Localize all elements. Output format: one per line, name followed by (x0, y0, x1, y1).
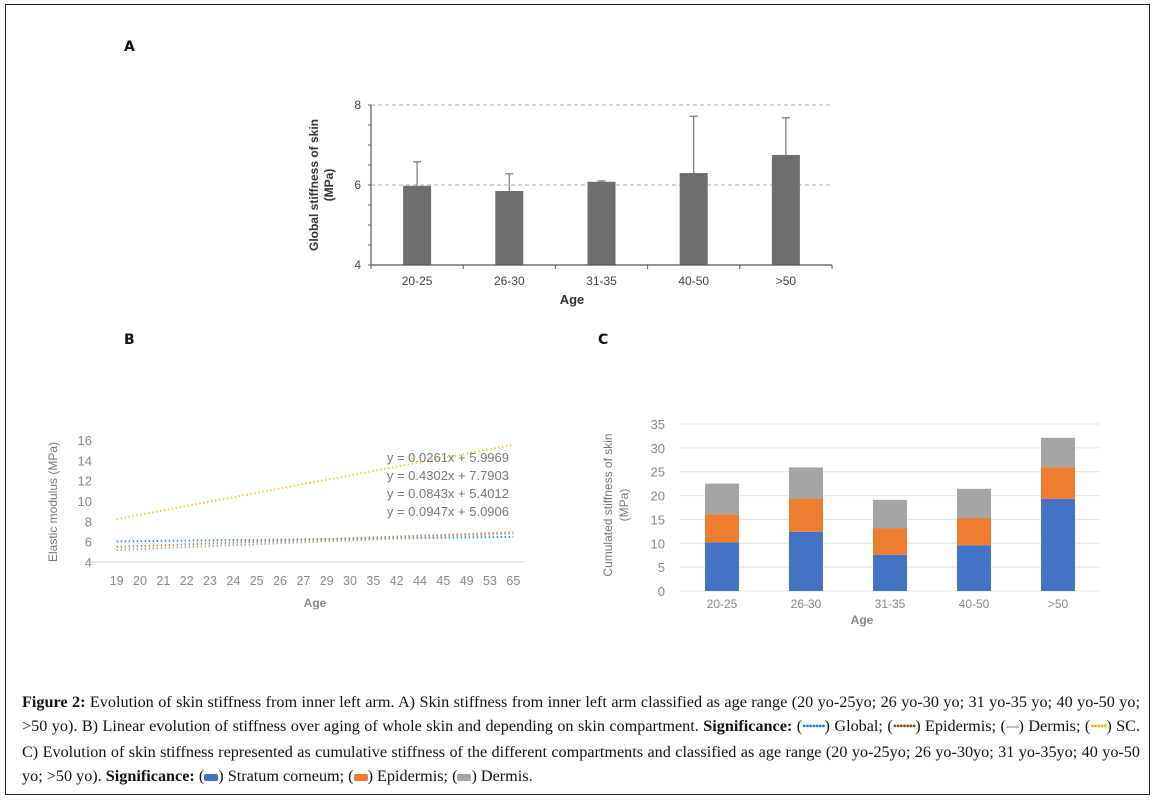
panel-label-c: C (598, 332, 609, 348)
figure-frame (5, 4, 1150, 795)
caption-significance-b: Significance: (703, 717, 793, 735)
legend-sc-line-icon: ••••• (1090, 719, 1107, 733)
legend-epidermis-label: Epidermis; (925, 717, 997, 735)
legend-global-label: Global; (834, 717, 883, 735)
panel-label-b: B (124, 332, 135, 348)
legend-dermis-line-icon: ••••••• (1005, 723, 1020, 732)
legend-global-line-icon: ••••••• (802, 719, 825, 733)
caption-significance-c: Significance: (105, 767, 195, 785)
caption-text-2: C) Evolution of skin stiffness represent… (22, 743, 1140, 785)
panel-label-a: A (124, 39, 135, 55)
legend-dermis-label: Dermis; (1028, 717, 1081, 735)
legend-dermis-swatch-icon (457, 774, 472, 781)
caption-fig-label: Figure 2: (22, 693, 86, 711)
legend-stratum-corneum-swatch-icon (204, 774, 219, 781)
legend-epidermis-swatch-icon (353, 774, 368, 781)
caption-text-1: Evolution of skin stiffness from inner l… (22, 693, 1140, 735)
legend-sc-label: SC. (1116, 717, 1141, 735)
legend-epidermis-line-icon: ••••••• (892, 719, 916, 733)
figure-caption: Figure 2: Evolution of skin stiffness fr… (22, 693, 1141, 785)
legend-c-epidermis-label: Epidermis; (377, 767, 449, 785)
legend-stratum-corneum-label: Stratum corneum; (227, 767, 345, 785)
legend-c-dermis-label: Dermis. (480, 767, 533, 785)
